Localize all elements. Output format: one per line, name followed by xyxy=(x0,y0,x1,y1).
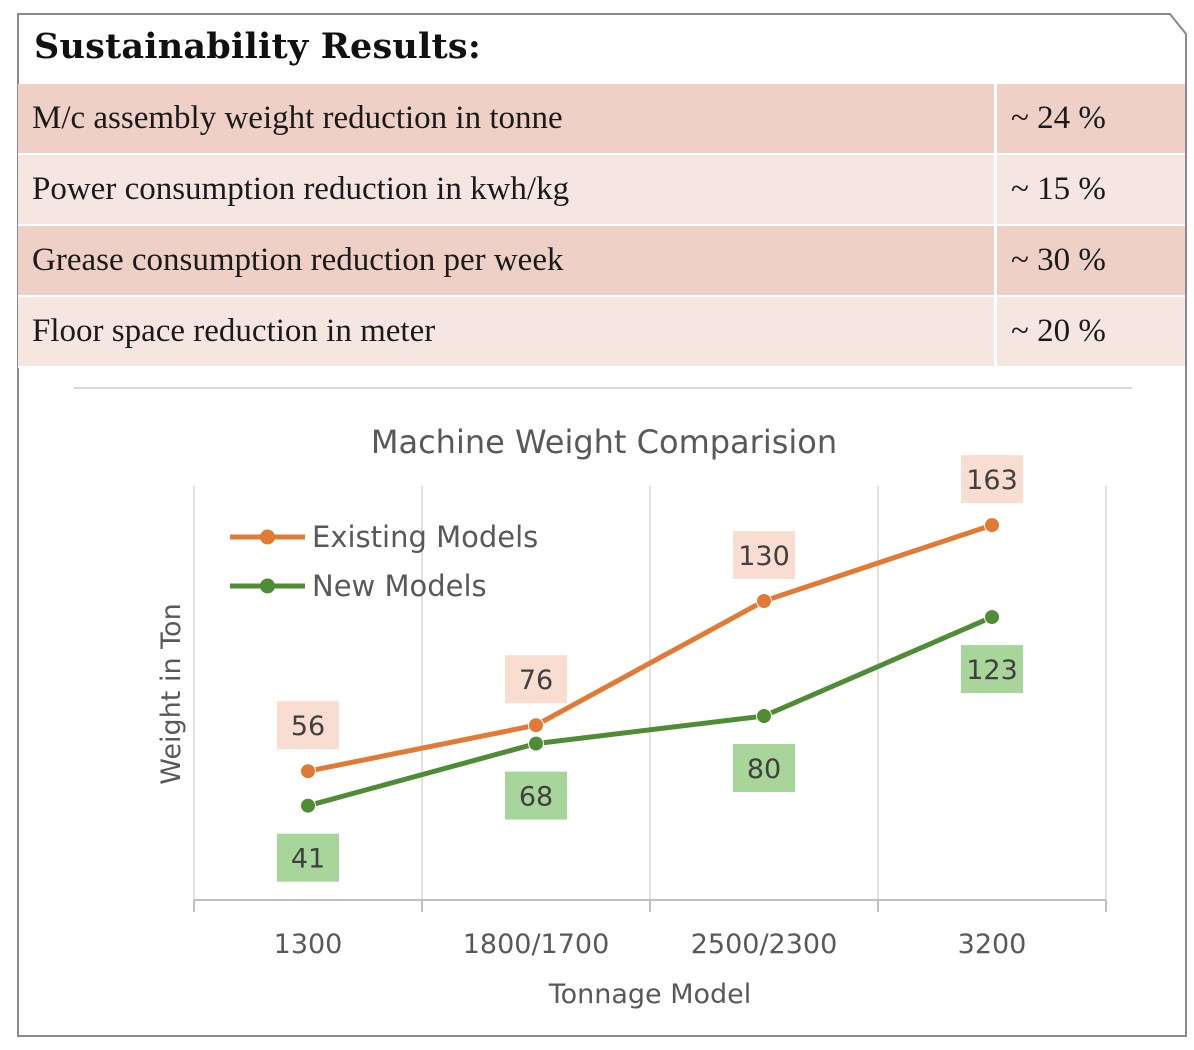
legend-swatch-marker xyxy=(260,529,275,545)
data-label: 130 xyxy=(738,541,790,572)
section-divider xyxy=(74,387,1132,389)
plot-area: 1300 1800/1700 2500/2300 3200 56 76 130 163 41 68… xyxy=(193,455,1107,960)
data-label: 76 xyxy=(519,665,553,696)
series-line-new xyxy=(305,614,995,809)
result-label: Floor space reduction in meter xyxy=(18,296,996,368)
legend-entry: New Models xyxy=(312,569,487,603)
data-point xyxy=(528,735,544,752)
data-label-box xyxy=(277,833,339,882)
data-point xyxy=(984,609,1000,626)
data-label: 41 xyxy=(291,844,325,875)
result-label: Grease consumption reduction per week xyxy=(18,225,996,297)
result-label: Power consumption reduction in kwh/kg xyxy=(18,154,996,226)
data-label-box xyxy=(277,701,339,750)
y-axis-label: Weight in Ton xyxy=(156,603,187,784)
section-heading: Sustainability Results: xyxy=(34,26,481,67)
data-point xyxy=(300,797,316,814)
data-label: 68 xyxy=(519,782,553,813)
data-label-box xyxy=(505,771,567,820)
data-label-box xyxy=(961,455,1023,504)
legend-entry: Existing Models xyxy=(312,520,538,554)
data-point xyxy=(756,593,772,609)
table-row: Power consumption reduction in kwh/kg ~ … xyxy=(18,154,1185,226)
data-point xyxy=(528,717,544,734)
result-value: ~ 20 % xyxy=(994,296,1185,368)
data-label: 80 xyxy=(747,754,781,785)
data-label-box xyxy=(733,744,795,792)
data-label-box xyxy=(961,645,1023,694)
result-label: M/c assembly weight reduction in tonne xyxy=(18,84,996,155)
table-row: Grease consumption reduction per week ~ … xyxy=(18,225,1185,297)
data-label: 123 xyxy=(966,655,1018,686)
legend-swatch-marker xyxy=(260,578,275,594)
chart-title: Machine Weight Comparision xyxy=(371,423,837,461)
data-label-box xyxy=(505,655,567,704)
data-label-box xyxy=(733,531,795,579)
data-label: 163 xyxy=(966,465,1018,496)
x-tick-label: 3200 xyxy=(958,929,1027,960)
result-value: ~ 24 % xyxy=(994,84,1185,155)
result-value: ~ 30 % xyxy=(994,225,1185,297)
x-tick-label: 1300 xyxy=(274,929,343,960)
data-label: 56 xyxy=(291,711,325,742)
result-value: ~ 15 % xyxy=(994,154,1185,226)
x-axis-label: Tonnage Model xyxy=(548,979,752,1010)
x-tick-label: 1800/1700 xyxy=(463,929,610,960)
results-table: M/c assembly weight reduction in tonne ~… xyxy=(18,84,1185,368)
data-point xyxy=(300,763,316,780)
data-point xyxy=(756,708,772,724)
data-point xyxy=(984,517,1000,534)
table-row: M/c assembly weight reduction in tonne ~… xyxy=(18,84,1185,155)
series-line-existing xyxy=(305,522,995,774)
table-row: Floor space reduction in meter ~ 20 % xyxy=(18,296,1185,368)
x-tick-label: 2500/2300 xyxy=(691,929,838,960)
